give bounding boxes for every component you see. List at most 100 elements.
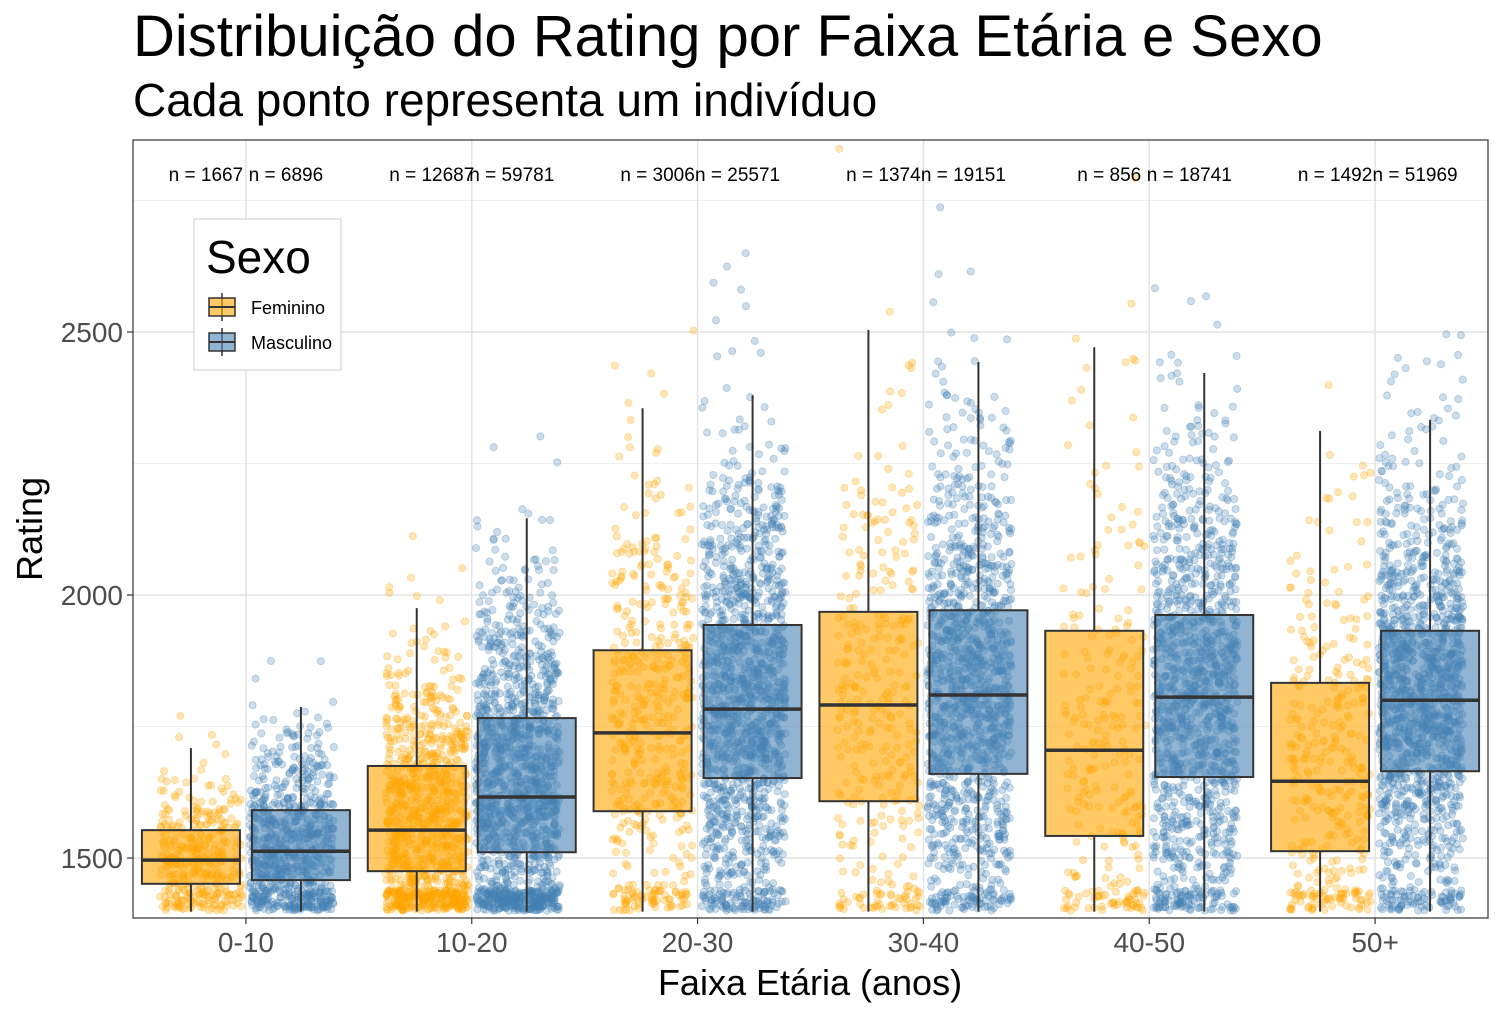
data-point — [1363, 640, 1372, 649]
data-point — [493, 585, 502, 594]
data-point — [1118, 502, 1127, 511]
data-point — [652, 534, 661, 543]
data-point — [662, 567, 671, 576]
data-point — [439, 904, 448, 913]
data-point — [884, 877, 893, 886]
data-point — [839, 867, 848, 876]
data-point — [447, 749, 456, 758]
data-point — [220, 805, 229, 814]
data-point — [501, 657, 510, 666]
data-point — [227, 895, 236, 904]
data-point — [1324, 381, 1333, 390]
data-point — [624, 398, 633, 407]
data-point — [401, 754, 410, 763]
data-point — [842, 500, 851, 509]
data-point — [515, 890, 524, 899]
data-point — [391, 689, 400, 698]
data-point — [1339, 615, 1348, 624]
data-point — [851, 589, 860, 598]
data-point — [477, 863, 486, 872]
data-point — [885, 307, 894, 316]
data-point — [234, 894, 243, 903]
data-point — [1286, 556, 1295, 565]
data-point — [222, 898, 231, 907]
data-point — [217, 900, 226, 909]
data-point — [495, 885, 504, 894]
data-point — [430, 692, 439, 701]
data-point — [893, 859, 902, 868]
data-point — [501, 552, 510, 561]
data-point — [396, 723, 405, 732]
data-point — [1328, 902, 1337, 911]
data-point — [536, 858, 545, 867]
data-point — [406, 649, 415, 658]
data-point — [171, 891, 180, 900]
data-point — [1286, 583, 1295, 592]
data-point — [156, 786, 165, 795]
data-point — [174, 900, 183, 909]
data-point — [263, 749, 272, 758]
data-point — [401, 898, 410, 907]
data-point — [1325, 879, 1334, 888]
data-point — [907, 516, 916, 525]
data-point — [1363, 905, 1372, 914]
data-point — [196, 884, 205, 893]
data-point — [645, 846, 654, 855]
data-point — [163, 805, 172, 814]
data-point — [433, 877, 442, 886]
data-point — [1100, 842, 1109, 851]
data-point — [551, 609, 560, 618]
data-point — [213, 815, 222, 824]
data-point — [501, 638, 510, 647]
data-point — [664, 560, 673, 569]
data-point — [1337, 866, 1346, 875]
data-point — [503, 865, 512, 874]
data-point — [1106, 899, 1115, 908]
data-point — [442, 757, 451, 766]
data-point — [915, 902, 924, 911]
data-point — [329, 773, 338, 782]
data-point — [1122, 903, 1131, 912]
data-point — [1362, 560, 1371, 569]
data-point — [870, 818, 879, 827]
data-point — [653, 554, 662, 563]
data-point — [459, 889, 468, 898]
data-point — [456, 727, 465, 736]
data-point — [212, 906, 221, 915]
data-point — [215, 808, 224, 817]
data-point — [859, 551, 868, 560]
data-point — [197, 797, 206, 806]
data-point — [500, 645, 509, 654]
data-point — [1113, 900, 1122, 909]
data-point — [686, 556, 695, 565]
data-point — [293, 709, 302, 718]
data-point — [503, 682, 512, 691]
data-point — [394, 694, 403, 703]
data-point — [630, 571, 639, 580]
data-point — [401, 728, 410, 737]
data-point — [454, 652, 463, 661]
data-point — [453, 904, 462, 913]
data-point — [324, 723, 333, 732]
data-point — [1134, 855, 1143, 864]
data-point — [620, 638, 629, 647]
data-point — [541, 692, 550, 701]
data-point — [202, 820, 211, 829]
data-point — [529, 893, 538, 902]
data-point — [327, 905, 336, 914]
data-point — [488, 655, 497, 664]
data-point — [455, 674, 464, 683]
data-point — [652, 542, 661, 551]
data-point — [176, 711, 185, 720]
data-point — [1325, 494, 1334, 503]
data-point — [1357, 537, 1366, 546]
data-point — [437, 892, 446, 901]
data-point — [463, 902, 472, 911]
data-point — [907, 902, 916, 911]
data-point — [536, 588, 545, 597]
data-point — [237, 892, 246, 901]
data-point — [1294, 665, 1303, 674]
data-point — [172, 899, 181, 908]
data-point — [536, 432, 545, 441]
